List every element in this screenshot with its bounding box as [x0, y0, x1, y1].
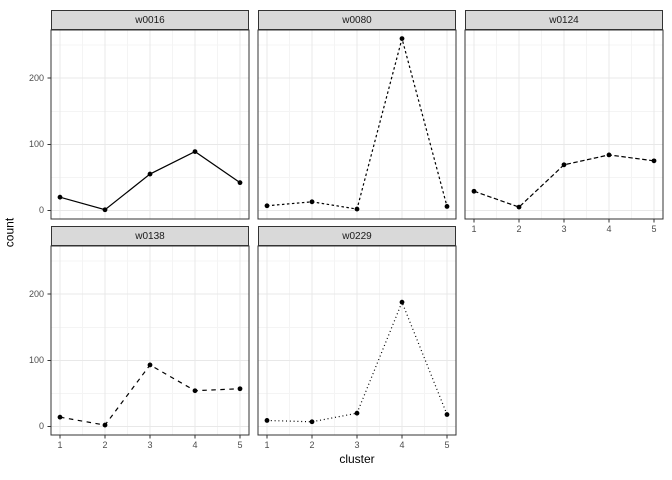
panel-border: [257, 29, 457, 220]
facet-strip-w0080: w0080: [258, 10, 456, 30]
panel-border: [50, 29, 250, 220]
x-tick-label: 5: [444, 440, 450, 450]
y-tick-label: 200: [28, 289, 44, 300]
data-point-w0124-x4: [606, 152, 612, 158]
x-tick-label: 3: [354, 440, 360, 450]
data-point-w0124-x2: [516, 204, 522, 210]
data-line-w0229: [266, 300, 448, 423]
data-point-w0080-x4: [399, 36, 405, 41]
y-tick-label: 100: [28, 139, 44, 150]
data-point-w0080-x1: [264, 203, 270, 209]
data-point-w0124-x5: [651, 158, 657, 164]
data-point-w0138-x3: [147, 362, 153, 368]
x-tick-label: 3: [561, 224, 567, 234]
facet-strip-w0124: w0124: [465, 10, 663, 30]
x-tick-label: 2: [309, 440, 315, 450]
y-tick-label: 0: [38, 421, 44, 432]
facet-panel-w0080: [257, 29, 457, 220]
facet-panel-w0138: [47, 245, 250, 439]
x-tick-label: 2: [102, 440, 108, 450]
x-tick-label: 5: [651, 224, 657, 234]
data-point-w0229-x1: [264, 418, 270, 423]
facet-strip-w0016: w0016: [51, 10, 249, 30]
facet-strip-w0138: w0138: [51, 226, 249, 246]
data-point-w0016-x2: [102, 207, 108, 213]
data-point-w0229-x3: [354, 410, 360, 416]
data-point-w0124-x1: [471, 188, 477, 194]
x-tick-label: 3: [147, 440, 153, 450]
facet-strip-label: w0229: [342, 230, 372, 242]
grid-major: [258, 30, 456, 219]
facet-panel-w0229: [257, 245, 457, 439]
x-tick-label: 4: [192, 440, 198, 450]
x-tick-label: 4: [399, 440, 405, 450]
x-tick-label: 4: [606, 224, 612, 234]
grid-minor: [51, 246, 249, 435]
data-point-w0138-x1: [57, 414, 63, 420]
data-point-w0080-x5: [444, 204, 450, 209]
x-tick-label: 5: [237, 440, 243, 450]
facet-strip-label: w0124: [549, 14, 579, 26]
facet-strip-label: w0138: [135, 230, 165, 242]
data-point-w0016-x5: [237, 180, 243, 186]
facet-strip-w0229: w0229: [258, 226, 456, 246]
data-point-w0080-x3: [354, 206, 360, 212]
facet-strip-label: w0080: [342, 14, 372, 26]
y-tick-label: 100: [28, 355, 44, 366]
data-point-w0016-x4: [192, 149, 198, 154]
facet-strip-label: w0016: [135, 14, 165, 26]
x-axis-title: cluster: [339, 452, 375, 466]
data-point-w0080-x2: [309, 199, 315, 205]
facet-panel-w0124: [464, 29, 664, 223]
data-point-w0229-x4: [399, 299, 405, 305]
data-point-w0016-x3: [147, 171, 153, 177]
grid-major: [51, 246, 249, 435]
y-axis-title: count: [2, 217, 17, 248]
grid-major: [258, 246, 456, 435]
data-point-w0229-x2: [309, 419, 315, 425]
data-point-w0138-x4: [192, 388, 198, 394]
x-tick-label: 2: [516, 224, 522, 234]
y-tick-label: 200: [28, 73, 44, 84]
facet-panel-w0016: [47, 29, 250, 220]
data-point-w0138-x5: [237, 386, 243, 392]
grid-major: [465, 30, 663, 219]
x-tick-label: 1: [471, 224, 477, 234]
data-point-w0124-x3: [561, 162, 567, 168]
y-tick-label: 0: [38, 205, 44, 216]
grid-major: [51, 30, 249, 219]
data-point-w0229-x5: [444, 412, 450, 417]
x-tick-label: 1: [264, 440, 270, 450]
x-tick-label: 1: [57, 440, 63, 450]
data-point-w0138-x2: [102, 422, 108, 428]
data-point-w0016-x1: [57, 194, 63, 200]
